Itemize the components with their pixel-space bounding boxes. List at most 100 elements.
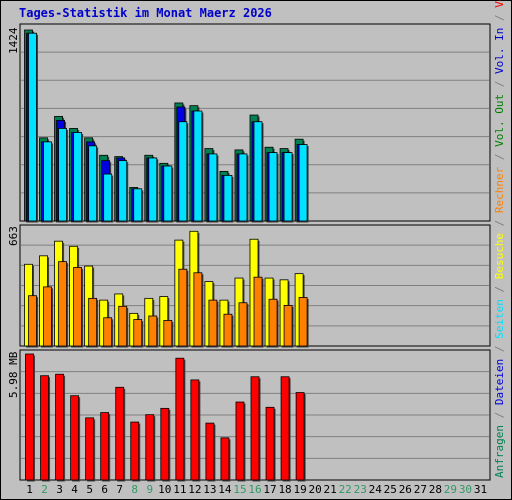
bar-volumen-day-5 bbox=[85, 417, 95, 481]
bar-seiten-day-10 bbox=[163, 165, 173, 222]
day-label-21: 21 bbox=[324, 483, 337, 496]
day-label-23: 23 bbox=[354, 483, 367, 496]
day-label-9: 9 bbox=[146, 483, 153, 496]
hits-ymax-label: 1424 bbox=[7, 27, 20, 54]
day-label-25: 25 bbox=[384, 483, 397, 496]
bar-volumen-day-10 bbox=[160, 407, 170, 481]
legend-separator: / bbox=[493, 412, 506, 425]
bar-rechner-day-6 bbox=[103, 317, 113, 347]
day-label-15: 15 bbox=[233, 483, 246, 496]
day-label-29: 29 bbox=[444, 483, 457, 496]
bar-seiten-day-5 bbox=[88, 145, 98, 222]
bar-volumen-day-6 bbox=[100, 412, 110, 481]
bar-volumen-day-8 bbox=[130, 421, 140, 481]
bar-volumen-day-15 bbox=[235, 401, 245, 481]
bar-rechner-day-13 bbox=[208, 299, 218, 347]
bar-volumen-day-9 bbox=[145, 414, 155, 481]
day-label-18: 18 bbox=[278, 483, 291, 496]
bar-rechner-day-7 bbox=[118, 305, 128, 347]
bar-rechner-day-10 bbox=[163, 320, 173, 347]
bar-seiten-day-3 bbox=[58, 128, 67, 222]
day-label-7: 7 bbox=[116, 483, 123, 496]
bar-volumen-day-19 bbox=[295, 392, 305, 481]
bar-volumen-day-3 bbox=[55, 373, 64, 481]
bar-rechner-day-12 bbox=[193, 272, 203, 347]
bar-rechner-day-9 bbox=[148, 315, 158, 347]
bar-seiten-day-18 bbox=[283, 152, 293, 222]
bar-seiten-day-6 bbox=[103, 173, 113, 222]
bar-seiten-day-2 bbox=[43, 141, 52, 222]
legend-text: Anfragen / Dateien / Seiten / Besuche / … bbox=[493, 0, 506, 478]
legend-separator: / bbox=[493, 153, 506, 166]
bar-volumen-day-2 bbox=[40, 375, 49, 481]
legend-item-rechner: Rechner bbox=[493, 166, 506, 219]
day-label-8: 8 bbox=[131, 483, 138, 496]
day-label-17: 17 bbox=[263, 483, 276, 496]
day-label-11: 11 bbox=[173, 483, 186, 496]
day-label-13: 13 bbox=[203, 483, 216, 496]
legend-separator: / bbox=[493, 14, 506, 27]
day-label-27: 27 bbox=[414, 483, 427, 496]
bar-seiten-day-1 bbox=[28, 32, 37, 222]
bar-rechner-day-11 bbox=[178, 268, 188, 347]
bar-seiten-day-8 bbox=[133, 188, 143, 222]
legend-item-anfragen: Anfragen bbox=[493, 425, 506, 478]
bar-rechner-day-2 bbox=[43, 286, 52, 347]
day-label-26: 26 bbox=[399, 483, 412, 496]
legend-separator: / bbox=[493, 81, 506, 94]
volume-ymax-label: 5.98 MB bbox=[7, 351, 20, 398]
day-label-28: 28 bbox=[429, 483, 442, 496]
legend-item-dateien: Dateien bbox=[493, 359, 506, 412]
bar-seiten-day-9 bbox=[148, 157, 158, 222]
bar-seiten-day-11 bbox=[178, 121, 188, 222]
legend-item-volumen: Volumen bbox=[493, 0, 506, 14]
legend-item-vol-out: Vol. Out bbox=[493, 94, 506, 154]
bar-seiten-day-13 bbox=[208, 153, 218, 222]
right-legend: Anfragen / Dateien / Seiten / Besuche / … bbox=[493, 0, 506, 478]
bar-rechner-day-3 bbox=[58, 261, 67, 347]
bar-rechner-day-16 bbox=[253, 276, 263, 347]
legend-item-vol-in: Vol. In bbox=[493, 28, 506, 81]
bar-rechner-day-14 bbox=[223, 313, 233, 347]
day-label-12: 12 bbox=[188, 483, 201, 496]
bar-rechner-day-17 bbox=[268, 298, 278, 347]
day-label-24: 24 bbox=[369, 483, 383, 496]
bar-rechner-day-4 bbox=[73, 267, 83, 347]
bar-rechner-day-1 bbox=[28, 295, 37, 347]
day-label-31: 31 bbox=[474, 483, 487, 496]
day-label-10: 10 bbox=[158, 483, 171, 496]
bar-seiten-day-4 bbox=[73, 132, 83, 222]
bar-seiten-day-14 bbox=[223, 174, 233, 222]
bar-volumen-day-16 bbox=[250, 376, 260, 481]
bar-volumen-day-17 bbox=[265, 406, 275, 481]
x-axis-day-labels: 1 2 3 4 5 6 7 8 9 10 11 12 13 14 15 16 17 18 19 20 21 22 23 24 2… bbox=[26, 483, 487, 496]
bar-seiten-day-15 bbox=[238, 153, 248, 222]
day-label-19: 19 bbox=[293, 483, 306, 496]
day-label-30: 30 bbox=[459, 483, 472, 496]
bar-rechner-day-8 bbox=[133, 319, 143, 347]
bar-volumen-day-18 bbox=[280, 376, 290, 481]
bars bbox=[24, 29, 309, 482]
bar-volumen-day-14 bbox=[220, 437, 230, 481]
bar-volumen-day-4 bbox=[70, 395, 80, 481]
day-label-3: 3 bbox=[56, 483, 63, 496]
legend-separator: / bbox=[493, 286, 506, 299]
legend-separator: / bbox=[493, 220, 506, 233]
day-label-22: 22 bbox=[339, 483, 352, 496]
y-max-labels: 1424 663 5.98 MB bbox=[7, 27, 20, 398]
day-label-16: 16 bbox=[248, 483, 261, 496]
bar-volumen-day-7 bbox=[115, 386, 125, 481]
day-label-20: 20 bbox=[309, 483, 322, 496]
bar-seiten-day-12 bbox=[193, 110, 203, 222]
bar-volumen-day-12 bbox=[190, 379, 200, 481]
bar-seiten-day-7 bbox=[118, 160, 128, 222]
bar-rechner-day-15 bbox=[238, 302, 248, 347]
bar-volumen-day-13 bbox=[205, 422, 215, 481]
bar-rechner-day-5 bbox=[88, 297, 98, 347]
legend-item-besuche: Besuche bbox=[493, 233, 506, 286]
day-label-2: 2 bbox=[41, 483, 48, 496]
legend-separator: / bbox=[493, 346, 506, 359]
day-label-4: 4 bbox=[71, 483, 78, 496]
visits-ymax-label: 663 bbox=[7, 226, 20, 246]
